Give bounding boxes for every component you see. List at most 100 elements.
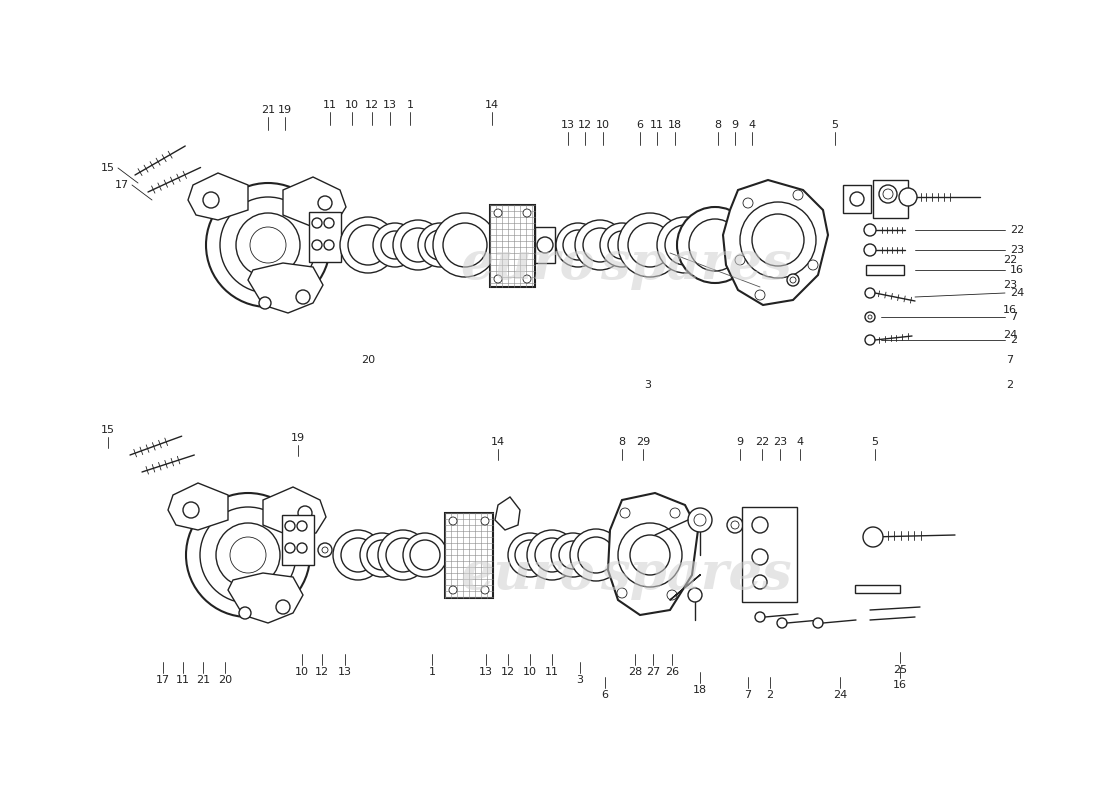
Text: 6: 6: [602, 690, 608, 700]
Text: 22: 22: [755, 437, 769, 447]
Circle shape: [865, 335, 874, 345]
Bar: [866, 265, 904, 275]
Text: 20: 20: [218, 675, 232, 685]
Text: 16: 16: [893, 680, 907, 690]
Circle shape: [813, 618, 823, 628]
Circle shape: [481, 517, 490, 525]
Circle shape: [324, 218, 334, 228]
Text: 18: 18: [668, 120, 682, 130]
Circle shape: [570, 529, 622, 581]
Circle shape: [754, 575, 767, 589]
Text: 10: 10: [596, 120, 611, 130]
Bar: [490, 205, 535, 287]
Circle shape: [393, 220, 443, 270]
Text: 22: 22: [1010, 225, 1024, 235]
Text: 23: 23: [1010, 245, 1024, 255]
Text: 29: 29: [636, 437, 650, 447]
Circle shape: [258, 297, 271, 309]
Circle shape: [298, 506, 312, 520]
Text: 10: 10: [295, 667, 309, 677]
Circle shape: [865, 288, 874, 298]
Polygon shape: [188, 173, 248, 220]
Polygon shape: [723, 180, 828, 305]
Text: 11: 11: [323, 100, 337, 110]
Circle shape: [333, 530, 383, 580]
Circle shape: [296, 290, 310, 304]
Polygon shape: [168, 483, 228, 530]
Circle shape: [324, 240, 334, 250]
Bar: [309, 212, 341, 262]
Text: 16: 16: [1010, 265, 1024, 275]
Text: 10: 10: [345, 100, 359, 110]
Text: 5: 5: [871, 437, 879, 447]
Circle shape: [449, 517, 456, 525]
Circle shape: [808, 260, 818, 270]
Circle shape: [318, 196, 332, 210]
Circle shape: [378, 530, 428, 580]
Circle shape: [204, 192, 219, 208]
Text: 2: 2: [767, 690, 773, 700]
Circle shape: [494, 275, 502, 283]
Text: 13: 13: [383, 100, 397, 110]
Text: 9: 9: [736, 437, 744, 447]
Bar: [535, 227, 556, 263]
Text: 1: 1: [407, 100, 414, 110]
Text: 12: 12: [500, 667, 515, 677]
Circle shape: [742, 198, 754, 208]
Polygon shape: [263, 487, 326, 537]
Circle shape: [793, 190, 803, 200]
Text: 24: 24: [1010, 288, 1024, 298]
Circle shape: [786, 274, 799, 286]
Circle shape: [318, 543, 332, 557]
Circle shape: [522, 275, 531, 283]
Circle shape: [752, 549, 768, 565]
Polygon shape: [228, 573, 302, 623]
Circle shape: [667, 590, 676, 600]
Circle shape: [312, 240, 322, 250]
Circle shape: [620, 508, 630, 518]
Circle shape: [618, 213, 682, 277]
Text: 23: 23: [773, 437, 788, 447]
Polygon shape: [608, 493, 698, 615]
Text: 5: 5: [832, 120, 838, 130]
Circle shape: [285, 521, 295, 531]
Circle shape: [312, 218, 322, 228]
Circle shape: [864, 527, 883, 547]
Circle shape: [183, 502, 199, 518]
Text: 25: 25: [893, 665, 907, 675]
Circle shape: [403, 533, 447, 577]
Circle shape: [297, 521, 307, 531]
Bar: [282, 515, 314, 565]
Text: 27: 27: [646, 667, 660, 677]
Circle shape: [297, 543, 307, 553]
Text: 20: 20: [361, 355, 375, 365]
Text: spares: spares: [600, 550, 792, 601]
Circle shape: [285, 543, 295, 553]
Circle shape: [239, 607, 251, 619]
Circle shape: [740, 202, 816, 278]
Text: 10: 10: [522, 667, 537, 677]
Circle shape: [522, 209, 531, 217]
Text: 22: 22: [1003, 255, 1018, 265]
Text: 15: 15: [101, 163, 116, 173]
Circle shape: [617, 588, 627, 598]
Text: 12: 12: [365, 100, 380, 110]
Text: 4: 4: [796, 437, 804, 447]
Text: 15: 15: [101, 425, 116, 435]
Circle shape: [864, 244, 876, 256]
Circle shape: [449, 586, 456, 594]
Circle shape: [186, 493, 310, 617]
Polygon shape: [495, 497, 520, 530]
Text: 18: 18: [693, 685, 707, 695]
Polygon shape: [283, 177, 346, 227]
Text: 28: 28: [628, 667, 642, 677]
Circle shape: [676, 207, 754, 283]
Polygon shape: [248, 263, 323, 313]
Text: 6: 6: [637, 120, 644, 130]
Circle shape: [850, 192, 864, 206]
Circle shape: [735, 255, 745, 265]
Text: euro: euro: [460, 239, 595, 290]
Circle shape: [777, 618, 786, 628]
Circle shape: [508, 533, 552, 577]
Text: 9: 9: [732, 120, 738, 130]
